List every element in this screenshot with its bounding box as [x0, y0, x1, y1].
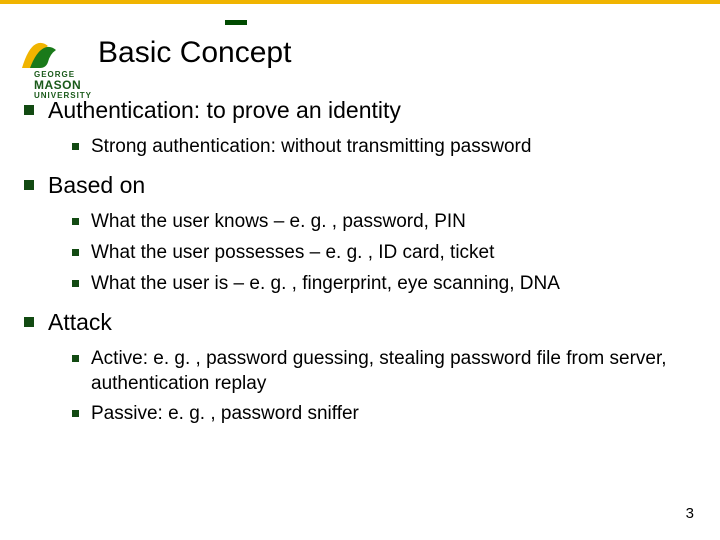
slide: GEORGE MASON UNIVERSITY Basic Concept Au… [0, 0, 720, 540]
bullet-text: Passive: e. g. , password sniffer [91, 402, 359, 427]
page-number: 3 [686, 505, 694, 522]
list-item: Based on What the user knows – e. g. , p… [24, 171, 700, 296]
square-bullet-small-icon [72, 143, 79, 150]
slide-content: Authentication: to prove an identity Str… [24, 96, 700, 439]
bullet-list-level2: What the user knows – e. g. , password, … [72, 210, 700, 296]
square-bullet-icon [24, 180, 34, 190]
bullet-text: What the user is – e. g. , fingerprint, … [91, 272, 560, 297]
slide-title: Basic Concept [98, 36, 291, 70]
square-bullet-small-icon [72, 355, 79, 362]
square-bullet-small-icon [72, 280, 79, 287]
top-gold-bar [0, 0, 720, 4]
bullet-text: What the user possesses – e. g. , ID car… [91, 241, 494, 266]
list-item: Active: e. g. , password guessing, steal… [72, 347, 700, 396]
bullet-text: What the user knows – e. g. , password, … [91, 210, 466, 235]
bullet-text: Based on [48, 171, 145, 200]
bullet-text: Strong authentication: without transmitt… [91, 135, 531, 160]
bullet-text: Active: e. g. , password guessing, steal… [91, 347, 700, 396]
bullet-text: Authentication: to prove an identity [48, 96, 401, 125]
bullet-list-level1: Authentication: to prove an identity Str… [24, 96, 700, 427]
list-item: Authentication: to prove an identity Str… [24, 96, 700, 159]
bullet-list-level2: Strong authentication: without transmitt… [72, 135, 700, 160]
list-item: Strong authentication: without transmitt… [72, 135, 700, 160]
square-bullet-small-icon [72, 249, 79, 256]
university-logo: GEORGE MASON UNIVERSITY [14, 38, 92, 100]
square-bullet-icon [24, 105, 34, 115]
square-bullet-icon [24, 317, 34, 327]
square-bullet-small-icon [72, 410, 79, 417]
list-item: What the user knows – e. g. , password, … [72, 210, 700, 235]
logo-flare-icon [20, 38, 68, 70]
square-bullet-small-icon [72, 218, 79, 225]
list-item: What the user possesses – e. g. , ID car… [72, 241, 700, 266]
list-item: What the user is – e. g. , fingerprint, … [72, 272, 700, 297]
list-item: Passive: e. g. , password sniffer [72, 402, 700, 427]
bullet-text: Attack [48, 308, 112, 337]
title-dash [225, 20, 247, 25]
list-item: Attack Active: e. g. , password guessing… [24, 308, 700, 427]
bullet-list-level2: Active: e. g. , password guessing, steal… [72, 347, 700, 427]
